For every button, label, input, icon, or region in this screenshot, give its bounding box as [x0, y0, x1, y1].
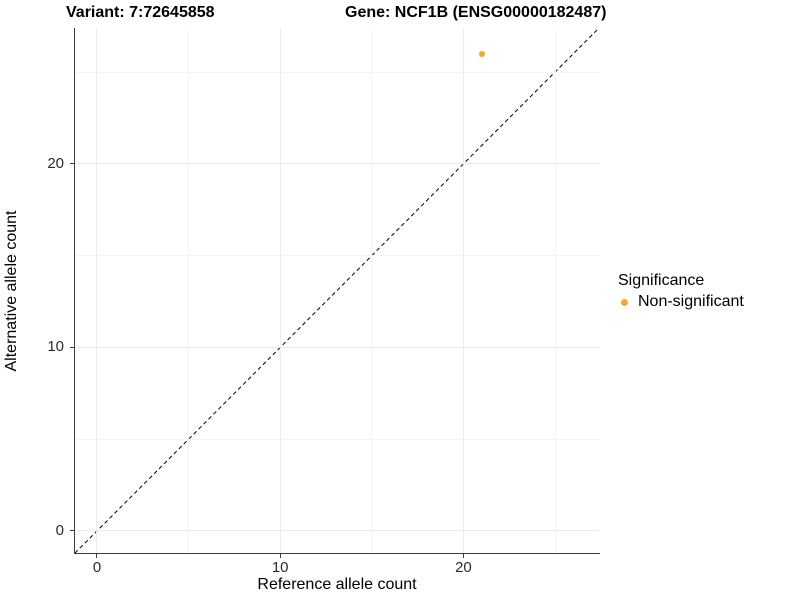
grid-line-major-v [279, 28, 281, 553]
grid-line-major-h [75, 346, 599, 348]
legend-item: Non-significant [617, 293, 744, 311]
y-axis-line [74, 28, 75, 554]
data-point [478, 50, 485, 57]
grid-line-minor-v [188, 28, 190, 553]
grid-line-major-h [75, 530, 599, 532]
y-tick-label: 10 [47, 338, 64, 356]
grid-line-minor-h [75, 71, 599, 73]
x-axis-title: Reference allele count [257, 576, 417, 593]
grid-line-major-h [75, 163, 599, 165]
x-axis-tick [96, 553, 98, 558]
x-tick-label: 10 [271, 559, 289, 576]
grid-line-minor-v [554, 28, 556, 553]
legend: Significance Non-significant [617, 271, 744, 311]
y-axis-title: Alternative allele count [3, 210, 20, 372]
y-axis-tick [70, 530, 75, 532]
x-tick-label: 20 [455, 559, 472, 576]
grid-line-major-v [96, 28, 98, 553]
x-axis-tick [279, 553, 281, 558]
grid-line-minor-v [371, 28, 373, 553]
plot-title-gene: Gene: NCF1B (ENSG00000182487) [345, 4, 607, 21]
x-tick-label: 0 [92, 559, 102, 576]
identity-line [74, 27, 600, 554]
legend-item-label: Non-significant [638, 293, 744, 310]
grid-line-minor-h [75, 438, 599, 440]
grid-line-major-v [462, 28, 464, 553]
y-tick-label: 20 [47, 154, 64, 172]
y-axis-tick [70, 346, 75, 348]
plot-title-variant: Variant: 7:72645858 [66, 4, 215, 21]
legend-title: Significance [618, 272, 705, 289]
y-axis-tick [70, 163, 75, 165]
x-axis-tick [462, 553, 464, 558]
legend-key-dot-icon [621, 298, 628, 306]
plot-panel: 0 10 20 0 10 20 [47, 27, 600, 576]
y-tick-label: 0 [55, 521, 64, 539]
x-axis-line [74, 553, 600, 554]
grid-line-minor-h [75, 255, 599, 257]
identity-line-layer [74, 27, 600, 554]
